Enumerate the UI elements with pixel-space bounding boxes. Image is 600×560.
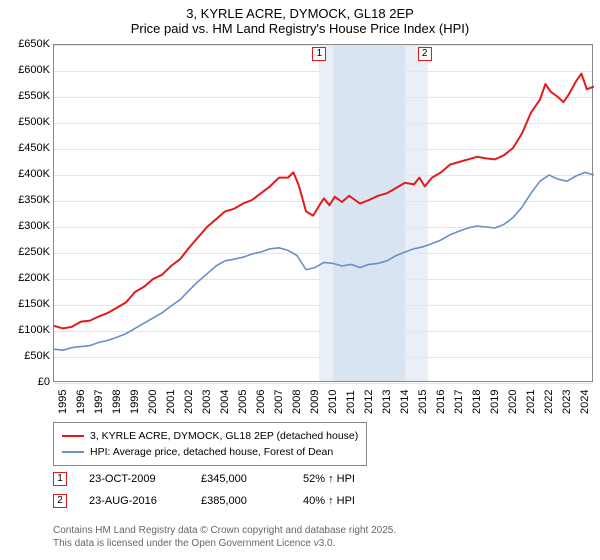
y-tick-label: £100K <box>5 324 50 336</box>
x-tick-label: 1998 <box>111 390 123 414</box>
chart-marker-1: 1 <box>312 47 326 61</box>
x-tick-label: 2007 <box>273 390 285 414</box>
x-tick-label: 2006 <box>255 390 267 414</box>
x-tick-label: 2019 <box>489 390 501 414</box>
x-tick-label: 2021 <box>525 390 537 414</box>
x-tick-label: 2003 <box>201 390 213 414</box>
footer-line1: Contains HM Land Registry data © Crown c… <box>53 524 396 537</box>
x-tick-label: 2013 <box>381 390 393 414</box>
event-price: £345,000 <box>201 473 281 485</box>
legend-label: HPI: Average price, detached house, Fore… <box>90 444 333 460</box>
x-tick-label: 2023 <box>561 390 573 414</box>
legend-row: HPI: Average price, detached house, Fore… <box>62 444 358 460</box>
y-tick-label: £250K <box>5 246 50 258</box>
x-tick-label: 2015 <box>417 390 429 414</box>
y-tick-label: £400K <box>5 168 50 180</box>
x-tick-label: 2005 <box>237 390 249 414</box>
x-tick-label: 2017 <box>453 390 465 414</box>
x-tick-label: 2001 <box>165 390 177 414</box>
event-table: 1 23-OCT-2009 £345,000 52% ↑ HPI 2 23-AUG-201… <box>53 468 383 512</box>
x-tick-label: 2008 <box>291 390 303 414</box>
event-delta: 40% ↑ HPI <box>303 495 383 507</box>
event-marker: 2 <box>53 494 67 508</box>
footer-line2: This data is licensed under the Open Gov… <box>53 537 396 550</box>
x-tick-label: 2024 <box>579 390 591 414</box>
chart-svg <box>54 45 594 383</box>
x-tick-label: 2002 <box>183 390 195 414</box>
legend-swatch <box>62 451 84 453</box>
chart-plot-area <box>53 44 593 382</box>
event-date: 23-AUG-2016 <box>89 495 179 507</box>
chart-marker-2: 2 <box>418 47 432 61</box>
y-tick-label: £600K <box>5 64 50 76</box>
legend-label: 3, KYRLE ACRE, DYMOCK, GL18 2EP (detache… <box>90 428 358 444</box>
y-tick-label: £50K <box>5 350 50 362</box>
x-tick-label: 2011 <box>345 390 357 414</box>
event-row: 1 23-OCT-2009 £345,000 52% ↑ HPI <box>53 468 383 490</box>
y-tick-label: £200K <box>5 272 50 284</box>
x-tick-label: 2014 <box>399 390 411 414</box>
title-block: 3, KYRLE ACRE, DYMOCK, GL18 2EP Price pa… <box>0 0 600 40</box>
event-marker: 1 <box>53 472 67 486</box>
x-tick-label: 2016 <box>435 390 447 414</box>
legend-row: 3, KYRLE ACRE, DYMOCK, GL18 2EP (detache… <box>62 428 358 444</box>
y-tick-label: £300K <box>5 220 50 232</box>
x-tick-label: 2018 <box>471 390 483 414</box>
event-price: £385,000 <box>201 495 281 507</box>
x-tick-label: 2020 <box>507 390 519 414</box>
x-tick-label: 1996 <box>75 390 87 414</box>
legend-swatch <box>62 435 84 437</box>
y-tick-label: £0 <box>5 376 50 388</box>
x-tick-label: 1997 <box>93 390 105 414</box>
x-tick-label: 1999 <box>129 390 141 414</box>
title-line1: 3, KYRLE ACRE, DYMOCK, GL18 2EP <box>0 6 600 21</box>
title-line2: Price paid vs. HM Land Registry's House … <box>0 21 600 36</box>
footer-attribution: Contains HM Land Registry data © Crown c… <box>53 524 396 550</box>
x-tick-label: 2000 <box>147 390 159 414</box>
series-price_paid <box>54 74 594 329</box>
y-tick-label: £550K <box>5 90 50 102</box>
legend: 3, KYRLE ACRE, DYMOCK, GL18 2EP (detache… <box>53 422 367 466</box>
x-tick-label: 2022 <box>543 390 555 414</box>
y-tick-label: £350K <box>5 194 50 206</box>
x-tick-label: 2004 <box>219 390 231 414</box>
x-tick-label: 2010 <box>327 390 339 414</box>
y-tick-label: £650K <box>5 38 50 50</box>
y-gridline <box>54 383 592 384</box>
y-tick-label: £500K <box>5 116 50 128</box>
event-row: 2 23-AUG-2016 £385,000 40% ↑ HPI <box>53 490 383 512</box>
y-tick-label: £450K <box>5 142 50 154</box>
x-tick-label: 1995 <box>57 390 69 414</box>
chart-container: 3, KYRLE ACRE, DYMOCK, GL18 2EP Price pa… <box>0 0 600 560</box>
x-tick-label: 2009 <box>309 390 321 414</box>
event-delta: 52% ↑ HPI <box>303 473 383 485</box>
x-tick-label: 2012 <box>363 390 375 414</box>
y-tick-label: £150K <box>5 298 50 310</box>
event-date: 23-OCT-2009 <box>89 473 179 485</box>
